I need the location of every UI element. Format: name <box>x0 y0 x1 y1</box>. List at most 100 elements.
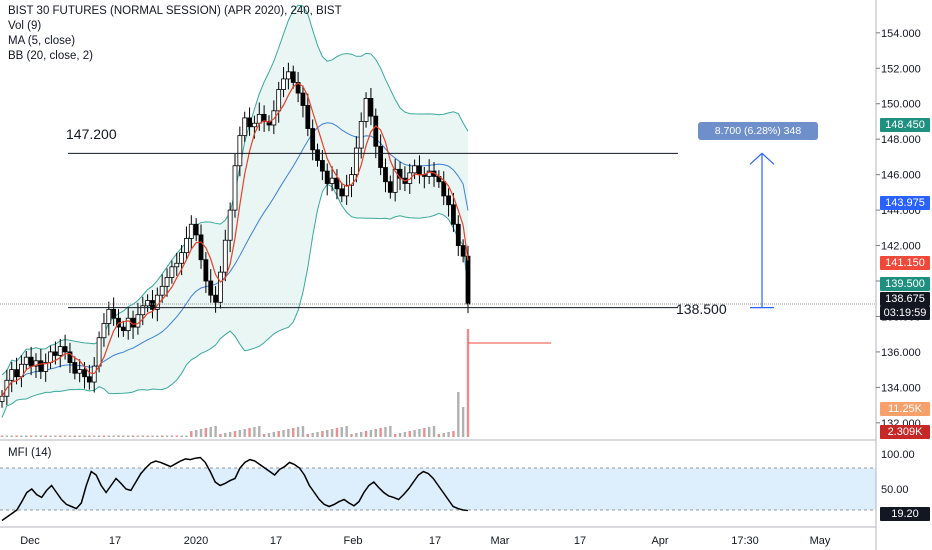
volume-bar <box>311 433 314 437</box>
mfi-legend[interactable]: MFI (14) <box>8 447 52 459</box>
price-tick-label: 154.000 <box>881 28 921 40</box>
volume-bar <box>39 435 43 437</box>
price-tick-label: 136.000 <box>881 347 921 359</box>
volume-bar <box>461 407 465 437</box>
price-tick-label: 146.000 <box>881 170 921 182</box>
volume-bar <box>209 427 212 437</box>
candle-body <box>23 356 29 365</box>
volume-bar <box>112 435 115 437</box>
candle-body <box>208 280 214 296</box>
measure-label[interactable]: 8.700 (6.28%) 348 <box>698 122 818 140</box>
volume-bar <box>335 428 339 437</box>
candle-body <box>237 135 243 167</box>
time-tick-label: 2020 <box>184 535 208 547</box>
volume-bar <box>219 434 222 437</box>
candle-body <box>407 172 413 184</box>
volume-bar <box>170 435 174 437</box>
candle-body <box>111 308 117 319</box>
candle-body <box>417 165 422 176</box>
volume-bar <box>243 429 246 437</box>
candle-body <box>184 238 189 254</box>
candle-body <box>96 337 102 367</box>
legend-ma[interactable]: MA (5, close) <box>8 35 76 47</box>
candle-body <box>120 326 126 332</box>
candle-body <box>446 195 451 206</box>
price-label-bb-basis: 143.975 <box>880 196 930 210</box>
volume-bar <box>63 435 67 437</box>
candle-body <box>252 122 257 128</box>
candle-body <box>383 167 388 183</box>
volume-bar <box>175 435 178 437</box>
candle-body <box>0 395 5 402</box>
volume-bar <box>102 435 106 437</box>
volume-bar <box>301 426 305 437</box>
candle-body <box>43 362 49 372</box>
price-tick-label: 150.000 <box>881 99 921 111</box>
candle-body <box>48 351 53 363</box>
candle-body <box>451 204 456 225</box>
time-tick-label: Apr <box>651 535 668 547</box>
candle-body <box>329 177 335 184</box>
volume-bar <box>156 435 159 437</box>
legend-title: BIST 30 FUTURES (NORMAL SESSION) (APR 20… <box>8 5 342 17</box>
candle-body <box>188 223 194 239</box>
volume-bar <box>262 434 266 437</box>
candle-body <box>38 360 44 372</box>
drawings[interactable] <box>0 152 876 309</box>
volume-bar <box>418 429 421 437</box>
candle-body <box>310 128 316 151</box>
volume-bar <box>403 432 407 437</box>
volume-bar <box>160 435 164 437</box>
price-label-vol-ma: 11.25K <box>880 402 930 416</box>
volume-bar <box>452 431 455 437</box>
volume-bar <box>97 435 101 437</box>
price-tick-label: 148.000 <box>881 134 921 146</box>
candle-body <box>72 362 78 374</box>
volume-bar <box>122 435 125 437</box>
legend-bb[interactable]: BB (20, close, 2) <box>8 50 94 62</box>
candle-body <box>77 369 83 374</box>
candle-body <box>57 346 63 356</box>
volume-bar <box>141 435 144 437</box>
legend-vol[interactable]: Vol (9) <box>8 20 42 32</box>
volume-bar <box>340 427 343 437</box>
volume-bar <box>117 435 120 437</box>
volume-bar <box>190 431 193 437</box>
volume-bar <box>151 435 154 437</box>
time-tick-label: May <box>810 535 831 547</box>
mfi-band-fill <box>0 468 876 510</box>
volume-bar <box>59 435 62 437</box>
volume-bar <box>127 435 130 437</box>
volume-bar <box>180 435 183 437</box>
volume-bar <box>88 435 91 437</box>
volume-bar <box>408 431 411 437</box>
candle-body <box>339 188 345 197</box>
candle-body <box>193 223 199 236</box>
candle-body <box>378 145 384 168</box>
volume-bar <box>248 428 251 437</box>
price-label-ma: 141.150 <box>880 256 930 270</box>
volume-bar <box>29 435 33 437</box>
candle-body <box>125 317 131 332</box>
volume-bar <box>287 429 290 437</box>
candle-body <box>368 98 374 117</box>
volume-bar <box>360 432 363 437</box>
volume-bar <box>355 433 358 437</box>
volume-bar <box>185 435 188 437</box>
volume-bar <box>393 434 397 437</box>
candle-body <box>62 346 68 353</box>
price-tick-label: 142.000 <box>881 241 921 253</box>
volume-bar <box>267 433 271 437</box>
volume-bar <box>374 429 377 437</box>
volume-bar <box>204 428 208 437</box>
volume-bar <box>233 431 237 437</box>
mfi-line <box>1 456 469 522</box>
volume-bar <box>49 435 52 437</box>
volume-bar <box>194 430 198 437</box>
price-label-bb-upper: 148.450 <box>880 118 930 132</box>
time-tick-label: 17 <box>109 535 121 547</box>
volume-bar <box>0 435 4 437</box>
volume-bar <box>384 427 387 437</box>
candle-body <box>159 285 165 296</box>
